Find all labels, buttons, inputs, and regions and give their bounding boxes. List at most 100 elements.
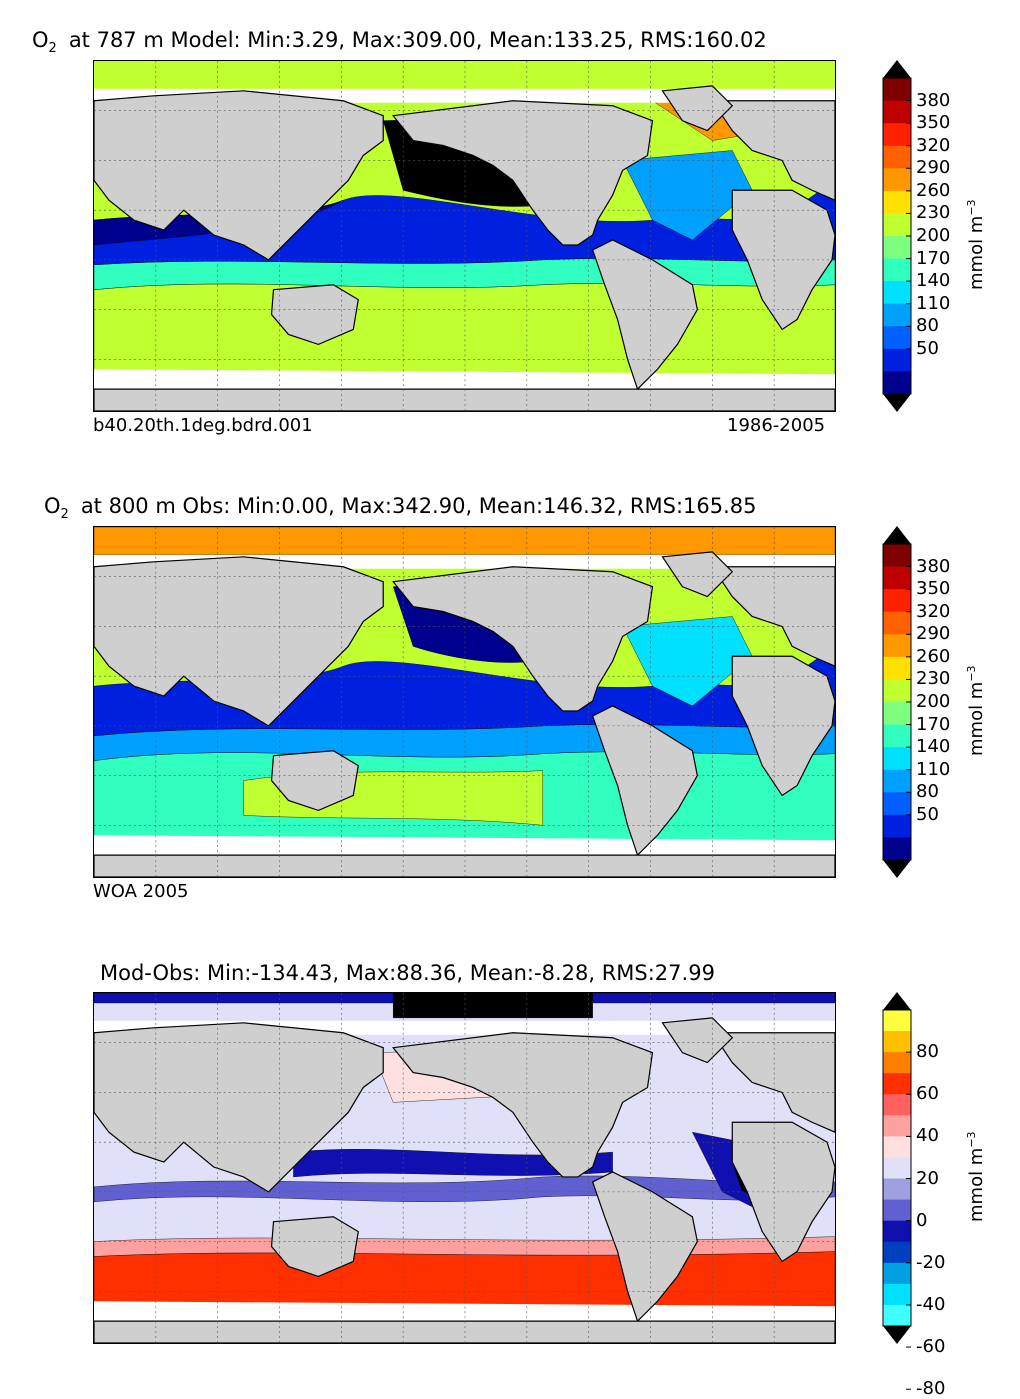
colorbar-segment [883,724,911,748]
colorbar-tick-label: 140 [916,270,951,292]
colorbar-segment [883,702,911,726]
panel-model-case-name: b40.20th.1deg.bdrd.001 [93,415,313,436]
colorbar-tick-label: 140 [916,736,951,758]
colorbar-tick-label: 80 [916,1041,939,1063]
colorbar-segment [883,145,911,169]
colorbar-tick-label: 110 [916,292,951,314]
colorbar-tick-label: 230 [916,202,951,224]
panel-obs-map [93,526,836,878]
colorbar-tick-label: 350 [916,578,951,600]
colorbar-segment [883,213,911,237]
panel-diff-colorbar [882,992,912,1390]
colorbar-segment [883,837,911,861]
colorbar-segment [883,792,911,816]
panel-obs-colorbar [882,526,912,878]
colorbar-segment [883,1220,911,1243]
land-mass [270,284,359,346]
colorbar-tick-label: 290 [916,157,951,179]
land-mass [711,566,835,667]
colorbar-segment [883,814,911,838]
panel-diff-map [93,992,836,1344]
colorbar-segment [883,1262,911,1285]
panel-model-map [93,60,836,412]
colorbar-tick-label: 260 [916,179,951,201]
land-mass [94,1022,384,1193]
colorbar-segment [883,100,911,124]
colorbar-segment [883,1031,911,1053]
colorbar-tick-label: 320 [916,134,951,156]
map-canvas [94,61,835,411]
colorbar-segment [883,326,911,350]
colorbar-tick-label: 320 [916,600,951,622]
land-mass [94,556,384,727]
colorbar-segment [883,1010,911,1032]
colorbar-segment [883,1283,911,1306]
colorbar-segment [883,1052,911,1074]
colorbar-extend-top [883,992,911,1010]
land-mass [591,239,699,391]
colorbar-segment [883,348,911,372]
map-canvas [94,993,835,1343]
colorbar-segment [883,656,911,680]
contour-region [392,993,593,1019]
land-mass [711,100,835,201]
colorbar-tick-label: 350 [916,112,951,134]
colorbar-graphic [882,60,912,412]
colorbar-segment [883,634,911,658]
colorbar-segment [883,1199,911,1222]
colorbar-extend-bottom [883,394,911,412]
panel-model-colorbar [882,60,912,412]
land-mass [270,1216,359,1278]
colorbar-segment [883,1094,911,1116]
land-mass [392,566,654,712]
land-mass [94,854,835,877]
colorbar-segment [883,1241,911,1264]
colorbar-extend-top [883,526,911,544]
land-mass [591,705,699,857]
contour-region [94,527,835,556]
colorbar-segment [883,1136,911,1158]
colorbar-tick-label: -80 [916,1378,946,1399]
colorbar-tick-label: 60 [916,1083,939,1105]
colorbar-graphic [882,992,912,1390]
land-mass [94,90,384,261]
colorbar-graphic [882,526,912,878]
colorbar-tick-label: 170 [916,247,951,269]
colorbar-tick-label: 110 [916,758,951,780]
colorbar-segment [883,190,911,214]
colorbar-segment [883,1304,911,1327]
land-mass [94,1320,835,1343]
colorbar-segment [883,303,911,327]
colorbar-tick-label: 380 [916,555,951,577]
panel-obs-source: WOA 2005 [93,881,189,902]
land-mass [270,750,359,812]
colorbar-tick-label: 200 [916,691,951,712]
colorbar-tick-label: 200 [916,225,951,246]
colorbar-tick-label: 40 [916,1125,939,1147]
colorbar-segment [883,281,911,305]
panel-obs-colorbar-unit: mmol m−3 [965,665,987,756]
colorbar-segment [883,769,911,793]
colorbar-segment [883,1157,911,1180]
panel-diff-title: Mod-Obs: Min:-134.43, Max:88.36, Mean:-8… [100,963,715,984]
panel-diff-title-text: Mod-Obs: Min:-134.43, Max:88.36, Mean:-8… [100,961,715,985]
colorbar-tick-label: 80 [916,315,939,337]
colorbar-segment [883,371,911,395]
colorbar-segment [883,747,911,771]
colorbar-tick-label: 50 [916,803,939,825]
colorbar-tick-label: 0 [916,1209,928,1231]
colorbar-frame [882,1009,912,1327]
land-mass [392,100,654,246]
land-mass [711,1032,835,1133]
colorbar-segment [883,611,911,635]
colorbar-tick-label: -40 [916,1293,946,1315]
colorbar-segment [883,589,911,613]
panel-obs-title: O2 at 800 m Obs: Min:0.00, Max:342.90, Me… [44,496,757,522]
colorbar-extend-bottom [883,860,911,878]
colorbar-tick-label: 80 [916,781,939,803]
colorbar-tick-label: 20 [916,1167,939,1189]
colorbar-tick-label: 260 [916,645,951,667]
colorbar-segment [883,1073,911,1095]
land-mass [661,1017,734,1064]
colorbar-segment [883,123,911,147]
